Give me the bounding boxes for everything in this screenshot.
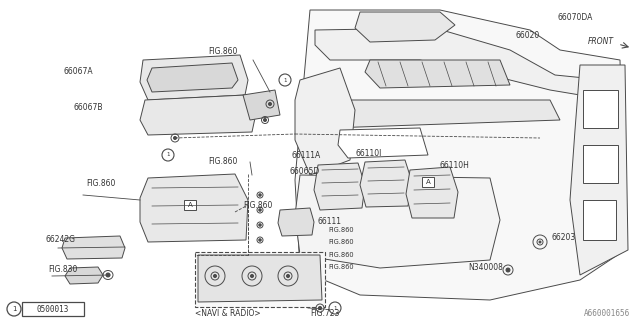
Text: 66203: 66203 bbox=[552, 234, 576, 243]
Polygon shape bbox=[406, 167, 458, 218]
Text: FIG.860: FIG.860 bbox=[328, 227, 354, 233]
Text: 66110I: 66110I bbox=[355, 149, 381, 158]
Polygon shape bbox=[583, 145, 618, 183]
Polygon shape bbox=[243, 90, 280, 120]
Polygon shape bbox=[583, 90, 618, 128]
Polygon shape bbox=[62, 236, 125, 259]
Ellipse shape bbox=[173, 137, 177, 140]
Ellipse shape bbox=[539, 241, 541, 243]
Text: 1: 1 bbox=[12, 306, 16, 312]
Ellipse shape bbox=[506, 268, 510, 272]
Bar bbox=[195, 252, 325, 307]
Text: FIG.860: FIG.860 bbox=[328, 239, 354, 245]
Text: FRONT: FRONT bbox=[588, 37, 614, 46]
Ellipse shape bbox=[259, 224, 261, 226]
Polygon shape bbox=[320, 100, 560, 128]
Text: 66110H: 66110H bbox=[440, 161, 470, 170]
Polygon shape bbox=[355, 12, 455, 42]
Text: A660001656: A660001656 bbox=[584, 308, 630, 317]
Text: 1: 1 bbox=[284, 77, 287, 83]
Polygon shape bbox=[65, 267, 103, 284]
Ellipse shape bbox=[214, 275, 216, 277]
Ellipse shape bbox=[250, 275, 253, 277]
Polygon shape bbox=[583, 200, 616, 240]
Bar bbox=[22, 302, 84, 316]
Text: FIG.860: FIG.860 bbox=[328, 252, 354, 258]
Ellipse shape bbox=[106, 273, 110, 277]
Bar bbox=[184, 200, 196, 210]
Text: 66067B: 66067B bbox=[73, 102, 102, 111]
Text: 1: 1 bbox=[333, 306, 337, 310]
Text: FIG.860: FIG.860 bbox=[208, 47, 237, 57]
Text: <NAVI & RADIO>: <NAVI & RADIO> bbox=[195, 308, 260, 317]
Polygon shape bbox=[314, 163, 365, 210]
Text: 66111A: 66111A bbox=[292, 150, 321, 159]
Ellipse shape bbox=[287, 275, 289, 277]
Polygon shape bbox=[338, 128, 428, 158]
Text: 66065D: 66065D bbox=[290, 167, 320, 177]
Polygon shape bbox=[570, 65, 628, 275]
Polygon shape bbox=[140, 55, 248, 100]
Text: 66067A: 66067A bbox=[64, 68, 93, 76]
Ellipse shape bbox=[264, 118, 266, 122]
Polygon shape bbox=[365, 60, 510, 88]
Text: 66070DA: 66070DA bbox=[558, 13, 593, 22]
Polygon shape bbox=[198, 255, 322, 302]
Text: FIG.723: FIG.723 bbox=[310, 308, 339, 317]
Polygon shape bbox=[315, 28, 610, 100]
Polygon shape bbox=[295, 68, 355, 175]
Text: FIG.860: FIG.860 bbox=[243, 201, 273, 210]
Polygon shape bbox=[295, 175, 500, 268]
Text: 0500013: 0500013 bbox=[37, 305, 69, 314]
Text: N340008: N340008 bbox=[468, 263, 503, 273]
Polygon shape bbox=[360, 160, 412, 207]
Text: FIG.830: FIG.830 bbox=[48, 266, 77, 275]
Ellipse shape bbox=[259, 194, 261, 196]
Polygon shape bbox=[295, 10, 625, 300]
Polygon shape bbox=[278, 208, 314, 236]
Ellipse shape bbox=[259, 239, 261, 241]
Polygon shape bbox=[147, 63, 238, 92]
Polygon shape bbox=[140, 174, 248, 242]
Polygon shape bbox=[140, 95, 255, 135]
Text: A: A bbox=[188, 202, 193, 208]
Text: 1: 1 bbox=[166, 153, 170, 157]
Text: 66111: 66111 bbox=[318, 218, 342, 227]
Text: A: A bbox=[426, 179, 430, 185]
Text: 66242G: 66242G bbox=[46, 236, 76, 244]
Bar bbox=[422, 177, 434, 187]
Text: FIG.860: FIG.860 bbox=[86, 179, 115, 188]
Text: FIG.860: FIG.860 bbox=[328, 264, 354, 270]
Ellipse shape bbox=[319, 307, 321, 309]
Ellipse shape bbox=[259, 209, 261, 211]
Text: 66020: 66020 bbox=[515, 30, 540, 39]
Text: FIG.860: FIG.860 bbox=[208, 157, 237, 166]
Ellipse shape bbox=[269, 102, 271, 106]
